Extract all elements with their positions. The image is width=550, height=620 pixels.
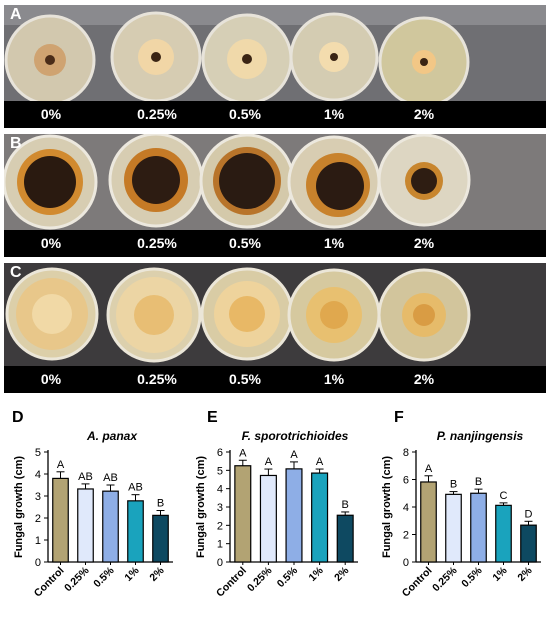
significance-letter: A bbox=[425, 463, 433, 475]
x-tick-label: 0.5% bbox=[275, 564, 301, 590]
caption-bar bbox=[4, 230, 546, 257]
y-tick-label: 2 bbox=[217, 520, 223, 532]
concentration-label: 0.25% bbox=[137, 235, 177, 251]
y-tick-label: 6 bbox=[217, 447, 223, 459]
concentration-label: 0% bbox=[40, 235, 62, 251]
bar bbox=[495, 504, 512, 563]
significance-letter: A bbox=[290, 449, 298, 461]
bar bbox=[127, 500, 144, 563]
concentration-label: 0.25% bbox=[137, 371, 177, 387]
y-tick-label: 5 bbox=[35, 447, 41, 459]
y-tick-label: 4 bbox=[403, 502, 409, 514]
bar bbox=[234, 465, 252, 563]
y-axis-label: Fungal growth (cm) bbox=[13, 456, 25, 558]
bar bbox=[470, 492, 487, 563]
y-tick-label: 1 bbox=[35, 535, 41, 547]
x-tick-label: 0.5% bbox=[459, 564, 485, 590]
concentration-label: 0.5% bbox=[229, 371, 261, 387]
x-tick-label: 0.25% bbox=[245, 564, 275, 594]
bar bbox=[285, 468, 303, 563]
y-tick-label: 2 bbox=[403, 530, 409, 542]
x-tick-label: 1% bbox=[306, 564, 326, 584]
bar bbox=[259, 474, 277, 563]
chart-title: P. nanjingensis bbox=[437, 429, 524, 443]
x-tick-label: Control bbox=[32, 565, 67, 600]
significance-letter: A bbox=[239, 447, 247, 459]
panel-letter: D bbox=[12, 409, 24, 426]
panel-letter-a: A bbox=[10, 6, 22, 23]
y-tick-label: 2 bbox=[35, 513, 41, 525]
significance-letter: B bbox=[475, 476, 482, 488]
bar bbox=[520, 524, 537, 563]
x-tick-label: 0.25% bbox=[430, 564, 460, 594]
caption-bar bbox=[4, 366, 546, 393]
concentration-label: 1% bbox=[323, 235, 345, 251]
significance-letter: D bbox=[525, 508, 533, 520]
x-tick-label: 2% bbox=[147, 564, 167, 584]
y-tick-label: 1 bbox=[217, 539, 223, 551]
petri-dish-photo bbox=[4, 5, 546, 128]
concentration-label: 2% bbox=[413, 235, 435, 251]
significance-letter: B bbox=[157, 498, 164, 510]
significance-letter: B bbox=[450, 479, 457, 491]
bar bbox=[152, 514, 169, 563]
significance-letter: A bbox=[316, 456, 324, 468]
concentration-label: 0.5% bbox=[229, 235, 261, 251]
photo-panel-b: 0% 0.25% 0.5% 1% 2% bbox=[4, 134, 546, 257]
y-tick-label: 0 bbox=[403, 557, 409, 569]
x-tick-label: Control bbox=[400, 565, 435, 600]
x-tick-label: Control bbox=[214, 565, 249, 600]
y-tick-label: 3 bbox=[35, 491, 41, 503]
x-tick-label: 2% bbox=[515, 564, 535, 584]
significance-letter: A bbox=[265, 456, 273, 468]
x-tick-label: 1% bbox=[122, 564, 142, 584]
bar bbox=[52, 477, 69, 563]
significance-letter: A bbox=[57, 459, 65, 471]
concentration-label: 1% bbox=[323, 371, 345, 387]
panel-letter-b: B bbox=[10, 135, 22, 152]
y-tick-label: 4 bbox=[35, 469, 41, 481]
photo-panel-c: 0% 0.25% 0.5% 1% 2% bbox=[4, 263, 546, 393]
significance-letter: AB bbox=[78, 471, 93, 483]
panel-letter: F bbox=[394, 409, 404, 426]
y-tick-label: 0 bbox=[217, 557, 223, 569]
concentration-label: 0% bbox=[40, 106, 62, 122]
x-tick-label: 1% bbox=[490, 564, 510, 584]
significance-letter: AB bbox=[103, 472, 118, 484]
bar bbox=[77, 488, 94, 563]
y-tick-label: 6 bbox=[403, 475, 409, 487]
concentration-label: 2% bbox=[413, 106, 435, 122]
y-tick-label: 4 bbox=[217, 484, 223, 496]
chart-title: F. sporotrichioides bbox=[242, 429, 349, 443]
x-tick-label: 0.25% bbox=[62, 564, 92, 594]
concentration-label: 0.5% bbox=[229, 106, 261, 122]
panel-letter-c: C bbox=[10, 264, 22, 281]
bar bbox=[420, 481, 437, 563]
panel-letter: E bbox=[207, 409, 218, 426]
bar bbox=[311, 472, 329, 563]
concentration-label: 2% bbox=[413, 371, 435, 387]
photo-panel-a: 0% 0.25% 0.5% 1% 2% bbox=[4, 5, 546, 128]
caption-bar bbox=[4, 101, 546, 128]
y-tick-label: 0 bbox=[35, 557, 41, 569]
concentration-label: 1% bbox=[323, 106, 345, 122]
bar bbox=[445, 493, 462, 563]
significance-letter: AB bbox=[128, 482, 143, 494]
y-tick-label: 8 bbox=[403, 447, 409, 459]
bar bbox=[336, 514, 354, 563]
bar bbox=[102, 490, 119, 563]
y-tick-label: 3 bbox=[217, 502, 223, 514]
y-axis-label: Fungal growth (cm) bbox=[381, 456, 393, 558]
significance-letter: C bbox=[500, 490, 508, 502]
bar-charts: D A. panax 0 1 2 3 4 5 Fungal growth (cm) A Contro… bbox=[12, 409, 541, 600]
x-tick-label: 2% bbox=[332, 564, 352, 584]
y-axis-label: Fungal growth (cm) bbox=[195, 456, 207, 558]
concentration-label: 0.25% bbox=[137, 106, 177, 122]
chart-title: A. panax bbox=[86, 429, 138, 443]
x-tick-label: 0.5% bbox=[91, 564, 117, 590]
y-tick-label: 5 bbox=[217, 465, 223, 477]
concentration-label: 0% bbox=[40, 371, 62, 387]
significance-letter: B bbox=[342, 499, 349, 511]
